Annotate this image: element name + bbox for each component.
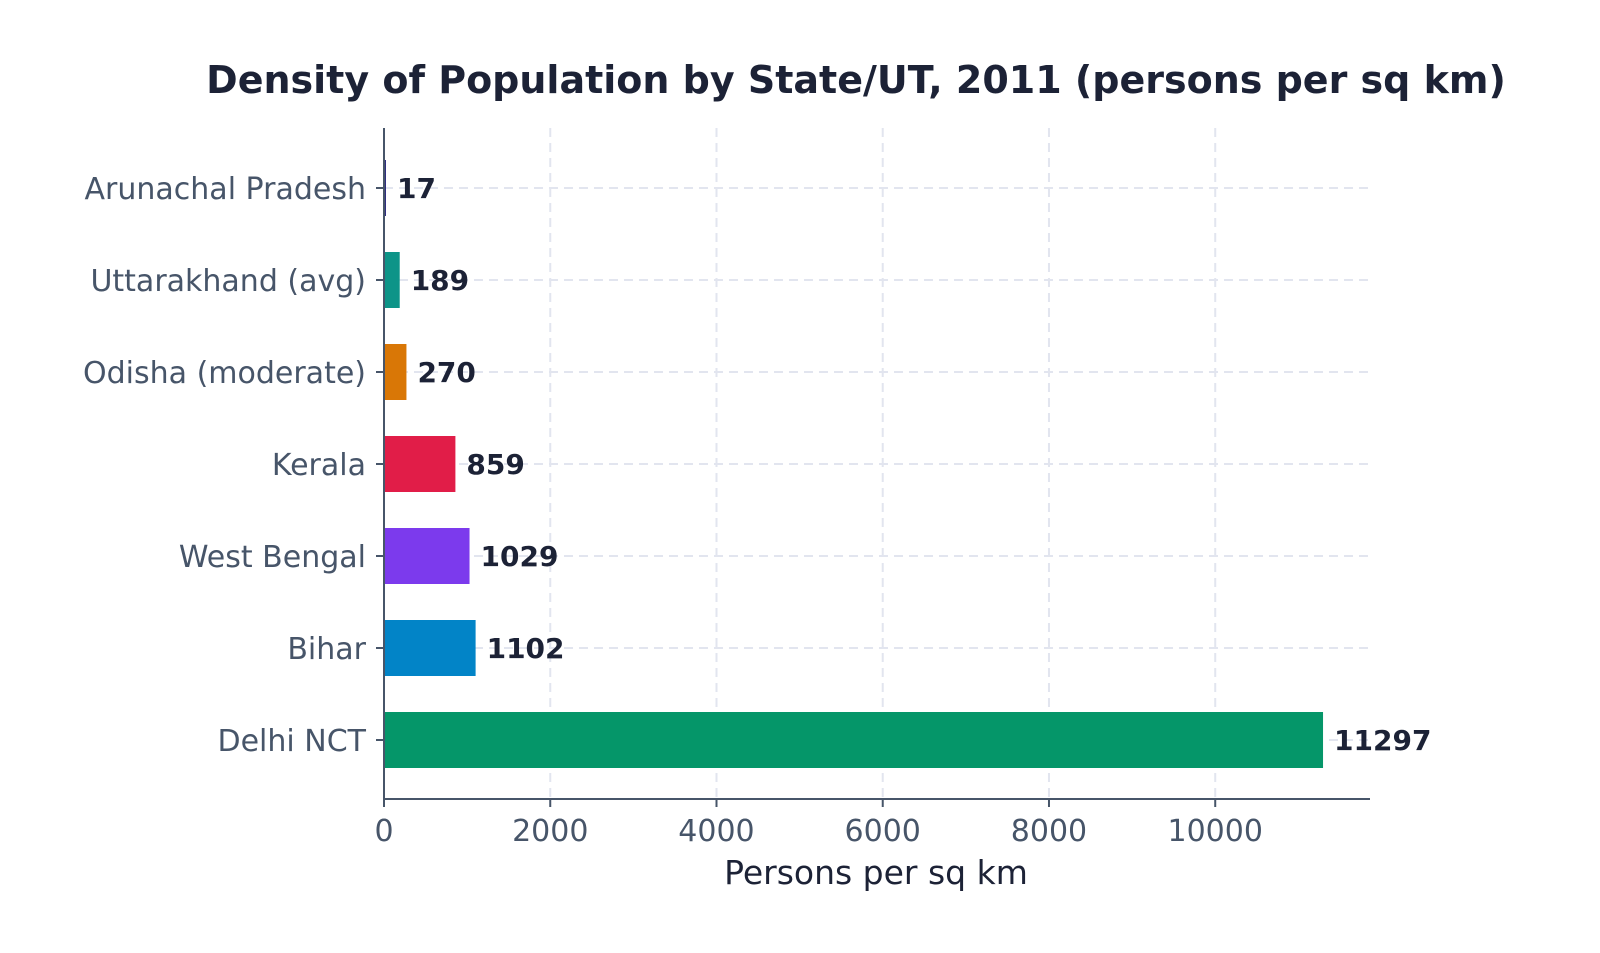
category-label: Odisha (moderate) bbox=[83, 356, 366, 391]
value-label: 859 bbox=[466, 448, 524, 481]
x-axis-title: Persons per sq km bbox=[724, 853, 1028, 892]
category-label: Uttarakhand (avg) bbox=[90, 264, 366, 299]
x-tick-label: 10000 bbox=[1168, 814, 1263, 849]
grid-layer bbox=[384, 128, 1370, 799]
category-label: Kerala bbox=[272, 448, 366, 483]
axis-layer: Arunachal Pradesh Uttarakhand (avg) Odisha… bbox=[83, 128, 1370, 849]
bar bbox=[384, 620, 476, 676]
x-tick-label: 4000 bbox=[678, 814, 754, 849]
category-label: Delhi NCT bbox=[218, 724, 367, 759]
bar bbox=[384, 436, 456, 492]
chart-title: Density of Population by State/UT, 2011 … bbox=[206, 58, 1506, 102]
category-label: West Bengal bbox=[179, 540, 366, 575]
value-label: 1102 bbox=[487, 632, 565, 665]
bar bbox=[384, 528, 470, 584]
bar bbox=[384, 252, 400, 308]
bar-layer: 17 189 270 859 1029 1102 11297 bbox=[384, 160, 1431, 768]
x-tick-label: 0 bbox=[374, 814, 393, 849]
x-tick-label: 8000 bbox=[1011, 814, 1087, 849]
category-label: Bihar bbox=[287, 632, 366, 667]
bar bbox=[384, 344, 407, 400]
value-label: 189 bbox=[411, 264, 469, 297]
value-label: 270 bbox=[417, 356, 475, 389]
value-label: 17 bbox=[397, 172, 436, 205]
value-label: 11297 bbox=[1334, 724, 1431, 757]
category-label: Arunachal Pradesh bbox=[85, 172, 366, 207]
x-tick-label: 6000 bbox=[845, 814, 921, 849]
x-tick-label: 2000 bbox=[512, 814, 588, 849]
value-label: 1029 bbox=[481, 540, 559, 573]
bar bbox=[384, 712, 1324, 768]
